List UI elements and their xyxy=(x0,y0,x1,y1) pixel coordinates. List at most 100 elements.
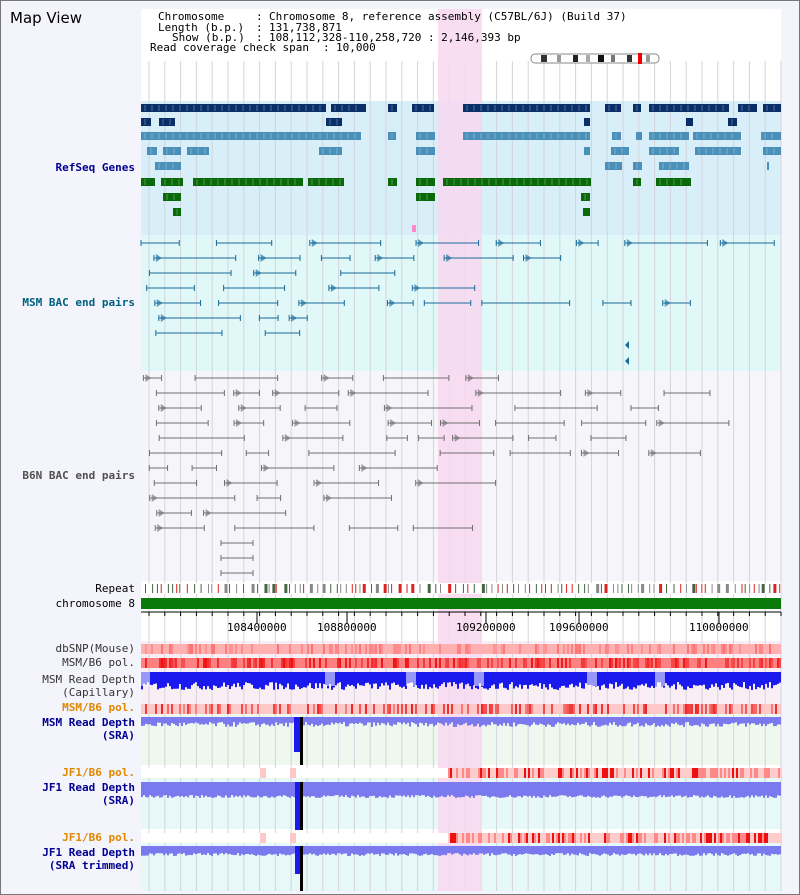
jf1-depth-trim-bar xyxy=(161,846,163,854)
jf1-b6-pol-strip-cell xyxy=(630,768,632,778)
msm-depth-cap-bar xyxy=(221,672,223,687)
msm-b6-pol-strip-cell xyxy=(271,658,273,668)
jf1-b6-pol2-strip-cell xyxy=(644,833,646,843)
jf1-b6-pol2-strip-cell xyxy=(694,833,696,843)
jf1-b6-pol-strip-cell xyxy=(468,768,470,778)
jf1-depth-sra-bar xyxy=(387,782,389,798)
jf1-b6-pol-strip-cell xyxy=(780,768,782,778)
gene-block xyxy=(326,118,342,126)
msm-depth-sra-bar xyxy=(551,717,553,727)
refseq-genes-label: RefSeq Genes xyxy=(55,161,135,174)
msm-depth-sra-bar xyxy=(667,717,669,726)
jf1-depth-trim-bar xyxy=(319,846,321,855)
jf1-depth-sra-bar xyxy=(639,782,641,797)
jf1-b6-pol-strip-cell xyxy=(732,768,734,778)
jf1-depth-trim-bar xyxy=(645,846,647,854)
jf1-depth-sra-bar xyxy=(231,782,233,796)
jf1-b6-pol-strip-cell xyxy=(640,768,642,778)
jf1-b6-pol2-strip-cell xyxy=(640,833,642,843)
jf1-depth-sra-bar xyxy=(213,782,215,798)
jf1-b6-pol2-strip-cell xyxy=(500,833,502,843)
msm-depth-sra-bar xyxy=(161,717,163,727)
jf1-b6-pol2-strip-cell xyxy=(604,833,606,843)
jf1-depth-trim-bar xyxy=(395,846,397,854)
jf1-depth-trim-bar xyxy=(265,846,267,856)
jf1-depth-sra-bar xyxy=(519,782,521,797)
jf1-depth-sra-bar xyxy=(275,782,277,797)
highlight-region xyxy=(438,9,482,891)
jf1-depth-sra-bar xyxy=(687,782,689,798)
repeat-mark xyxy=(317,584,319,593)
jf1-depth-trim-bar xyxy=(463,846,465,854)
msm-bac-arrow xyxy=(389,299,396,307)
msm-depth-cap-bar xyxy=(503,672,505,688)
msm-depth-sra-bar xyxy=(147,717,149,725)
gene-block xyxy=(583,208,590,216)
msm-depth-sra-bar xyxy=(505,717,507,726)
jf1-depth-trim-bar xyxy=(409,846,411,854)
jf1-depth-trim-bar xyxy=(457,846,459,854)
jf1-depth-trim-bar xyxy=(293,846,295,854)
jf1-depth-trim-bar xyxy=(709,846,711,854)
dbsnp-strip-cell xyxy=(537,644,539,654)
b6n-bac-arrow xyxy=(454,434,461,442)
repeat-mark xyxy=(439,584,441,593)
jf1-b6-pol-strip-cell xyxy=(526,768,528,778)
msm-depth-cap-bar xyxy=(437,672,439,689)
dbsnp-strip-cell xyxy=(465,644,467,654)
jf1-depth-trim-bar xyxy=(441,846,443,856)
jf1-b6-pol-strip-cell xyxy=(686,768,688,778)
jf1-depth-sra-bar xyxy=(415,782,417,796)
jf1-b6-pol2-strip-cell xyxy=(506,833,508,843)
msm-b6-pol-strip-cell xyxy=(165,658,167,668)
jf1-depth-trim-bar xyxy=(243,846,245,856)
jf1-depth-trim-bar xyxy=(217,846,219,856)
dbsnp-strip-cell xyxy=(617,644,619,654)
msm-depth-cap-bar xyxy=(399,672,401,687)
dbsnp-strip-cell xyxy=(169,644,171,654)
jf1-depth-trim-bar xyxy=(525,846,527,854)
msm-depth-sra-bar xyxy=(501,717,503,726)
jf1-depth-sra-bar xyxy=(143,782,145,796)
jf1-depth-trim-bar xyxy=(287,846,289,855)
msm-depth-cap-bar xyxy=(723,672,725,688)
msm-depth-cap-bar xyxy=(181,672,183,690)
gene-block xyxy=(141,132,361,140)
dbsnp-strip-cell xyxy=(393,644,395,654)
gene-block xyxy=(388,104,397,112)
msm-depth-sra-bar xyxy=(291,717,293,724)
jf1-b6-pol-strip-cell xyxy=(474,768,476,778)
repeat-mark xyxy=(186,584,188,593)
msm-depth-cap-bar xyxy=(523,672,525,686)
msm-b6-pol-strip-cell xyxy=(247,658,249,668)
jf1-b6-pol-strip-cell xyxy=(472,768,474,778)
jf1-depth-sra-bar xyxy=(515,782,517,798)
msm-depth-cap-bar xyxy=(635,672,637,689)
msm-b6-pol2-strip-cell xyxy=(373,704,375,714)
jf1-depth-sra-bar xyxy=(485,782,487,796)
msm-b6-pol-strip-cell xyxy=(515,658,517,668)
repeat-mark xyxy=(513,584,515,593)
jf1-depth-sra-bar xyxy=(183,782,185,798)
dbsnp-strip-cell xyxy=(493,644,495,654)
jf1-depth-trim-bar xyxy=(341,846,343,855)
dbsnp-strip-cell xyxy=(277,644,279,654)
msm-depth-cap-bar xyxy=(767,672,769,688)
coverage-value: 10,000 xyxy=(336,41,376,54)
jf1-b6-pol2-strip-cell xyxy=(508,833,510,843)
msm-depth-cap-gap xyxy=(140,672,150,686)
msm-b6-pol2-strip-cell xyxy=(145,704,147,714)
b6n-bac-arrow xyxy=(263,464,270,472)
jf1-b6-pol2-strip-cell xyxy=(754,833,756,843)
dbsnp-strip-cell xyxy=(405,644,407,654)
jf1-depth-sra-bar xyxy=(725,782,727,798)
jf1-depth-trim-bar xyxy=(673,846,675,854)
jf1-depth-sra-bar xyxy=(711,782,713,798)
jf1-depth-trim-bar xyxy=(367,846,369,854)
jf1-depth-trim-bar xyxy=(529,846,531,854)
msm-depth-sra-bar xyxy=(537,717,539,726)
msm-depth-sra-bar xyxy=(515,717,517,727)
msm-depth-cap-bar xyxy=(361,672,363,686)
msm-b6-pol-strip-cell xyxy=(445,658,447,668)
